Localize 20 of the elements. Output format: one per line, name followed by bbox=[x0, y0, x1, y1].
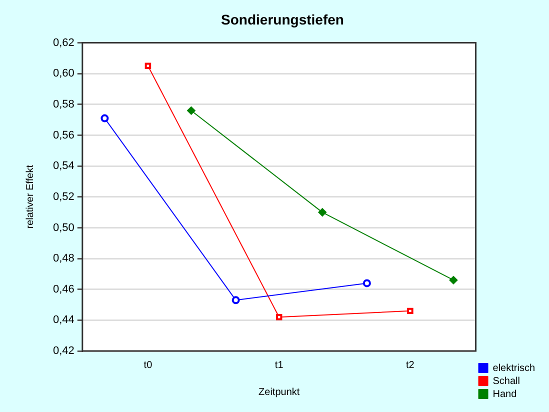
y-tick-label: 0,46 bbox=[52, 283, 74, 296]
x-axis-title: Zeitpunkt bbox=[258, 386, 300, 398]
y-tick-label: 0,62 bbox=[52, 36, 74, 49]
x-tick-label: t1 bbox=[274, 360, 284, 371]
x-tick-label: t2 bbox=[406, 360, 415, 371]
y-tick-label: 0,58 bbox=[52, 98, 74, 110]
legend-label: elektrisch bbox=[492, 362, 536, 374]
y-tick-label: 0,52 bbox=[52, 190, 74, 203]
y-axis-title: relativer Effekt bbox=[24, 164, 36, 229]
y-tick-label: 0,56 bbox=[52, 129, 74, 142]
y-tick-label: 0,42 bbox=[52, 345, 74, 358]
y-tick-label: 0,54 bbox=[52, 160, 74, 172]
y-tick-label: 0,44 bbox=[52, 314, 74, 326]
legend-label: Schall bbox=[492, 376, 520, 387]
chart-title: Sondierungstiefen bbox=[221, 11, 344, 28]
y-tick-label: 0,60 bbox=[52, 68, 74, 80]
y-tick-label: 0,48 bbox=[52, 252, 74, 265]
y-tick-label: 0,50 bbox=[52, 222, 74, 234]
legend-label: Hand bbox=[492, 388, 517, 400]
x-tick-label: t0 bbox=[144, 360, 153, 371]
